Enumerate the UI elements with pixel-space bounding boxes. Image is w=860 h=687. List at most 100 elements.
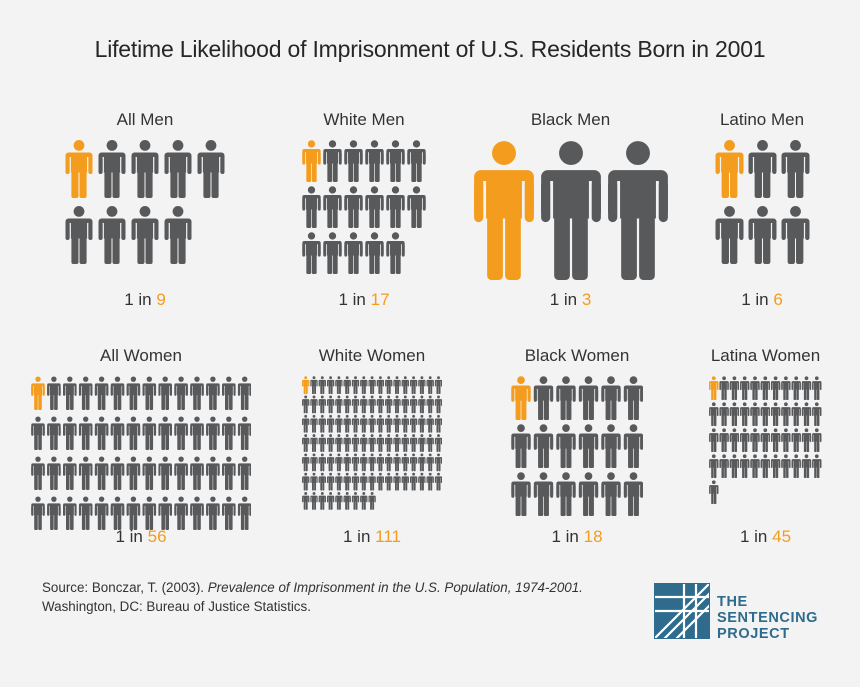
person-icon (812, 402, 822, 426)
person-icon (221, 376, 236, 410)
person-icon (30, 416, 45, 450)
person-icon (110, 496, 124, 530)
person-icon (343, 395, 351, 414)
ratio-prefix: 1 in (739, 527, 768, 546)
person-icon (623, 472, 643, 516)
person-icon (310, 414, 318, 433)
person-icon (426, 414, 434, 433)
person-icon (351, 414, 359, 433)
person-icon (709, 428, 719, 452)
person-icon (740, 402, 750, 426)
person-icon (601, 376, 621, 420)
person-icon (434, 414, 442, 433)
person-highlight-icon (30, 376, 45, 410)
person-icon (368, 434, 376, 452)
person-icon (131, 206, 159, 264)
person-icon (812, 428, 822, 452)
person-icon (326, 376, 335, 394)
ratio-prefix: 1 in (343, 527, 371, 546)
person-icon (418, 453, 426, 472)
person-icon (221, 416, 236, 450)
person-icon (335, 453, 343, 472)
person-icon (771, 402, 781, 426)
panel-all-women: All Women 1 in 56 (25, 344, 257, 554)
person-icon (426, 434, 434, 452)
person-icon (771, 376, 781, 400)
person-icon (360, 453, 368, 472)
person-icon (335, 414, 343, 433)
person-icon (511, 424, 531, 468)
ratio-value: 56 (147, 527, 167, 546)
person-icon (189, 456, 204, 490)
pictograph (302, 376, 442, 510)
person-icon (791, 454, 802, 478)
person-icon (386, 186, 405, 228)
person-icon (94, 376, 108, 410)
person-icon (94, 416, 108, 450)
panel-white-men: White Men 1 in 17 (290, 108, 438, 318)
person-icon (393, 472, 401, 491)
ratio-prefix: 1 in (115, 527, 143, 546)
person-icon (98, 140, 126, 198)
person-icon (318, 395, 326, 414)
person-icon (360, 376, 368, 394)
person-icon (237, 496, 252, 530)
person-icon (376, 414, 384, 433)
person-icon (221, 496, 236, 530)
person-icon (409, 414, 418, 433)
ratio-prefix: 1 in (338, 290, 366, 309)
person-icon (623, 376, 643, 420)
person-icon (237, 456, 252, 490)
person-icon (326, 453, 335, 472)
person-icon (401, 376, 409, 394)
person-icon (709, 402, 719, 426)
person-icon (46, 416, 61, 450)
person-icon (62, 456, 77, 490)
person-icon (365, 232, 384, 274)
person-icon (407, 186, 426, 228)
person-icon (418, 414, 426, 433)
person-icon (409, 453, 418, 472)
person-icon (318, 472, 326, 491)
person-icon (750, 376, 760, 400)
ratio-value: 9 (156, 290, 166, 309)
person-icon (302, 492, 310, 510)
person-icon (323, 140, 342, 182)
person-icon (46, 456, 61, 490)
person-icon (368, 395, 376, 414)
person-icon (368, 376, 376, 394)
person-icon (709, 454, 719, 478)
person-icon (771, 428, 781, 452)
person-icon (802, 454, 812, 478)
person-icon (385, 453, 393, 472)
person-icon (197, 140, 225, 198)
person-icon (78, 376, 93, 410)
person-icon (802, 402, 812, 426)
panel-title: White Men (323, 110, 405, 129)
person-icon (368, 414, 376, 433)
person-icon (94, 496, 108, 530)
ratio-label: 1 in 45 (703, 527, 828, 547)
person-icon (386, 140, 405, 182)
person-icon (623, 424, 643, 468)
ratio-value: 6 (773, 290, 783, 309)
person-icon (368, 453, 376, 472)
person-icon (335, 434, 343, 452)
person-icon (65, 206, 93, 264)
person-icon (302, 186, 321, 228)
person-icon (164, 206, 192, 264)
person-icon (205, 376, 220, 410)
person-highlight-icon (715, 140, 743, 198)
person-icon (434, 472, 442, 491)
person-icon (750, 428, 760, 452)
person-icon (709, 480, 719, 504)
ratio-value: 18 (583, 527, 603, 546)
person-highlight-icon (302, 140, 321, 182)
person-icon (158, 416, 172, 450)
person-icon (78, 416, 93, 450)
person-icon (365, 186, 384, 228)
person-icon (323, 232, 342, 274)
ratio-value: 17 (370, 290, 390, 309)
person-icon (221, 456, 236, 490)
person-icon (326, 472, 335, 491)
